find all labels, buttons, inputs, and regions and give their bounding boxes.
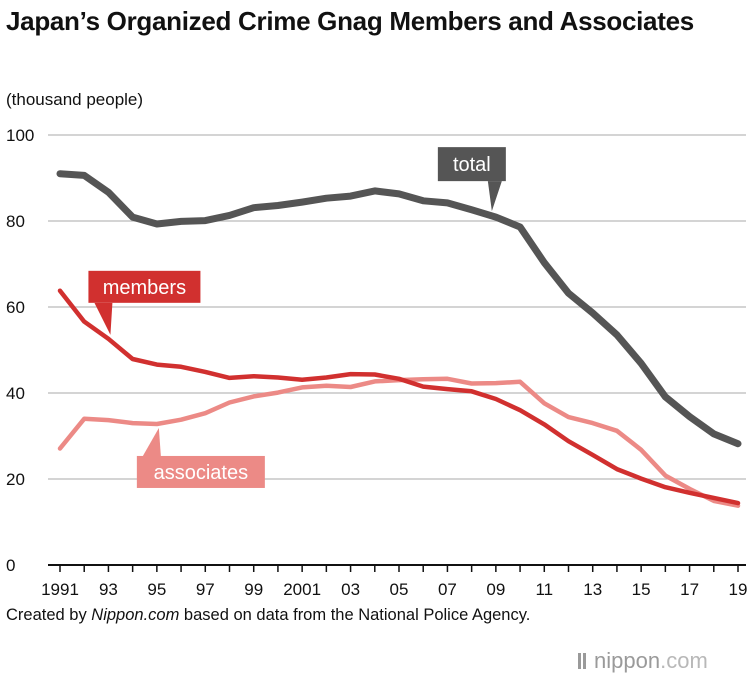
x-tick-label: 19 — [729, 580, 748, 599]
x-tick-label: 09 — [486, 580, 505, 599]
y-axis-unit-label: (thousand people) — [6, 90, 144, 109]
series-label-total: total — [437, 147, 506, 212]
y-tick-label: 80 — [6, 212, 25, 231]
series-label-associates: associates — [136, 427, 265, 488]
logo-mark-icon-2 — [583, 653, 586, 669]
x-tick-label: 15 — [632, 580, 651, 599]
logo-word: nippon — [594, 648, 661, 673]
series-line-members — [57, 288, 741, 506]
credit-suffix: based on data from the National Police A… — [179, 606, 531, 624]
line-chart: 0 20 40 60 80 100 1991 93 95 97 99 2001 03 05 07 09 11 13… — [6, 126, 748, 599]
credit-site-link[interactable]: Nippon.com — [91, 606, 180, 624]
credit-prefix: Created by — [6, 606, 92, 624]
label-box — [88, 270, 201, 303]
x-tick-label: 97 — [196, 580, 215, 599]
series-line-total — [56, 170, 742, 448]
nippon-logo: nippon.com — [578, 648, 708, 674]
logo-domain: com — [666, 648, 708, 673]
label-pointer — [94, 302, 113, 335]
x-tick-label: 2001 — [283, 580, 321, 599]
logo-mark-icon — [578, 653, 581, 669]
x-tick-label: 05 — [390, 580, 409, 599]
x-tick-label: 99 — [244, 580, 263, 599]
logo-dot: . — [660, 648, 667, 673]
y-tick-label: 20 — [6, 470, 25, 489]
x-tick-label: 17 — [680, 580, 699, 599]
x-tick-label: 13 — [583, 580, 602, 599]
y-tick-label: 60 — [6, 298, 25, 317]
x-tick-label: 11 — [535, 580, 553, 599]
source-credit: Created by Nippon.com based on data from… — [6, 604, 566, 626]
label-text: members — [103, 277, 186, 299]
y-tick-label: 40 — [6, 384, 25, 403]
label-text: total — [453, 154, 491, 176]
chart-title: Japan’s Organized Crime Gnag Members and… — [6, 6, 694, 36]
label-box — [437, 147, 506, 182]
x-tick-label: 07 — [438, 580, 457, 599]
label-pointer — [142, 427, 161, 456]
y-tick-label: 100 — [6, 126, 34, 145]
x-tick-label: 93 — [99, 580, 118, 599]
series-label-members: members — [88, 270, 201, 335]
label-pointer — [487, 181, 502, 212]
x-tick-label: 03 — [341, 580, 360, 599]
label-box — [136, 455, 265, 488]
x-tick-label: 1991 — [41, 580, 79, 599]
y-tick-label: 0 — [6, 556, 15, 575]
label-text: associates — [154, 462, 249, 484]
x-tick-label: 95 — [147, 580, 166, 599]
